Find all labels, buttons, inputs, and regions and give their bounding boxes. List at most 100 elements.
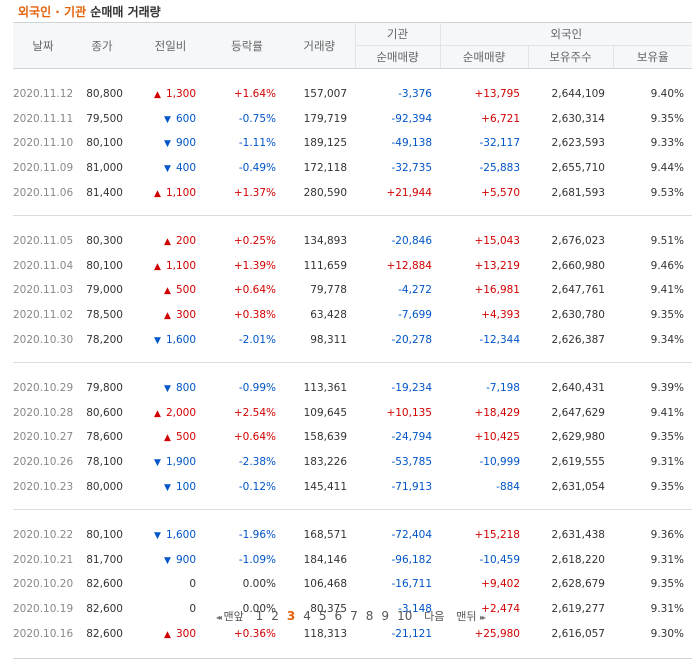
down-triangle-icon: ▼: [154, 531, 161, 542]
foreign-hold-cell: 2,619,277: [551, 602, 605, 615]
foreign-net-cell: +4,393: [481, 309, 520, 322]
header-institution: 기관: [354, 22, 440, 46]
row-spacer: [13, 362, 692, 376]
change-value: 300: [175, 627, 196, 640]
inst-net-cell: -32,735: [391, 162, 432, 175]
page-link-3[interactable]: 3: [286, 609, 296, 623]
close-price-cell: 78,600: [86, 431, 123, 444]
table-row: 2020.10.26 78,100 ▼ 1,900 -2.38% 183,226 -53,7…: [13, 450, 692, 475]
rate-cell: +1.39%: [233, 259, 276, 272]
volume-cell: 109,645: [303, 406, 347, 419]
first-page-link[interactable]: ◂◂ 맨앞: [216, 608, 244, 624]
up-triangle-icon: ▲: [164, 286, 171, 297]
volume-cell: 111,659: [303, 259, 347, 272]
change-value: 600: [175, 112, 196, 125]
foreign-net-cell: +13,219: [474, 259, 520, 272]
first-page-label: 맨앞: [223, 610, 244, 623]
close-price-cell: 79,800: [86, 382, 123, 395]
inst-net-cell: -16,711: [391, 578, 432, 591]
change-value: 900: [175, 553, 196, 566]
page-link-5[interactable]: 5: [318, 609, 327, 623]
inst-net-cell: +21,944: [386, 186, 432, 199]
volume-cell: 280,590: [303, 186, 347, 199]
volume-cell: 80,375: [310, 602, 347, 615]
down-triangle-icon: ▼: [154, 458, 161, 469]
close-price-cell: 78,200: [86, 333, 123, 346]
page-link-10[interactable]: 10: [397, 609, 413, 623]
rate-cell: -2.38%: [238, 456, 276, 469]
foreign-hold-cell: 2,644,109: [551, 88, 605, 101]
volume-cell: 98,311: [310, 333, 347, 346]
rate-cell: -1.96%: [238, 529, 276, 542]
change-cell: 0: [131, 597, 210, 622]
inst-net-cell: -96,182: [391, 553, 432, 566]
close-price-cell: 80,100: [86, 259, 123, 272]
table-row: 2020.11.09 81,000 ▼ 400 -0.49% 172,118 -32,735…: [13, 156, 692, 181]
inst-net-cell: -92,394: [391, 112, 432, 125]
volume-cell: 184,146: [303, 553, 347, 566]
rate-cell: +0.25%: [233, 235, 276, 248]
foreign-net-cell: +9,402: [481, 578, 520, 591]
up-triangle-icon: ▲: [164, 311, 171, 322]
next-page-link[interactable]: 다음: [424, 610, 445, 623]
foreign-net-cell: +18,429: [474, 406, 520, 419]
foreign-ratio-cell: 9.35%: [650, 309, 684, 322]
page-link-2[interactable]: 2: [271, 609, 279, 623]
change-cell: ▲ 500: [131, 425, 210, 450]
table-row: 2020.10.30 78,200 ▼ 1,600 -2.01% 98,311 -20,27…: [13, 327, 692, 352]
volume-cell: 113,361: [303, 382, 347, 395]
rate-cell: 0.00%: [242, 602, 276, 615]
date-cell: 2020.10.21: [13, 553, 74, 566]
rate-cell: +0.36%: [233, 627, 276, 640]
page-link-9[interactable]: 9: [381, 609, 390, 623]
volume-cell: 145,411: [303, 480, 347, 493]
volume-cell: 168,571: [303, 529, 347, 542]
close-price-cell: 81,700: [86, 553, 123, 566]
up-triangle-icon: ▲: [154, 408, 161, 419]
row-spacer: [13, 69, 692, 83]
date-cell: 2020.11.10: [13, 137, 74, 150]
foreign-ratio-cell: 9.35%: [650, 480, 684, 493]
change-cell: ▲ 500: [131, 278, 210, 303]
foreign-hold-cell: 2,647,629: [551, 406, 605, 419]
page-link-4[interactable]: 4: [303, 609, 311, 623]
foreign-ratio-cell: 9.53%: [650, 186, 684, 199]
table-row: 2020.10.27 78,600 ▲ 500 +0.64% 158,639 -24,794…: [13, 425, 692, 450]
date-cell: 2020.10.20: [13, 578, 74, 591]
foreign-hold-cell: 2,630,780: [551, 309, 605, 322]
rate-cell: -0.49%: [238, 162, 276, 175]
inst-net-cell: -72,404: [391, 529, 432, 542]
foreign-hold-cell: 2,655,710: [551, 162, 605, 175]
close-price-cell: 82,600: [86, 627, 123, 640]
foreign-ratio-cell: 9.35%: [650, 431, 684, 444]
last-page-label: 맨뒤: [456, 610, 477, 623]
page-link-6[interactable]: 6: [334, 609, 343, 623]
rate-cell: +0.64%: [233, 431, 276, 444]
close-price-cell: 79,000: [86, 284, 123, 297]
page-link-1[interactable]: 1: [255, 609, 264, 623]
date-cell: 2020.10.30: [13, 333, 74, 346]
inst-net-cell: -19,234: [391, 382, 432, 395]
volume-cell: 118,313: [303, 627, 347, 640]
inst-net-cell: -4,272: [398, 284, 432, 297]
page-link-7[interactable]: 7: [350, 609, 358, 623]
foreign-ratio-cell: 9.41%: [650, 406, 684, 419]
change-cell: ▲ 1,300: [131, 82, 210, 107]
up-triangle-icon: ▲: [164, 433, 171, 444]
down-triangle-icon: ▼: [154, 335, 161, 346]
table-row: 2020.10.19 82,600 0 0.00% 80,375 -3,148 +2,474…: [13, 597, 692, 622]
page-link-8[interactable]: 8: [365, 609, 374, 623]
header-foreign-net: 순매매량: [439, 45, 528, 69]
change-cell: ▲ 300: [131, 303, 210, 328]
rate-cell: -0.75%: [238, 112, 276, 125]
change-value: 500: [175, 431, 196, 444]
close-price-cell: 81,400: [86, 186, 123, 199]
change-cell: ▼ 100: [131, 474, 210, 499]
close-price-cell: 80,600: [86, 406, 123, 419]
change-value: 1,100: [165, 186, 196, 199]
last-page-link[interactable]: 맨뒤 ▸▸: [456, 608, 486, 624]
inst-net-cell: +10,135: [386, 406, 432, 419]
foreign-ratio-cell: 9.30%: [650, 627, 684, 640]
rate-cell: +0.38%: [233, 309, 276, 322]
row-divider: [13, 204, 692, 216]
